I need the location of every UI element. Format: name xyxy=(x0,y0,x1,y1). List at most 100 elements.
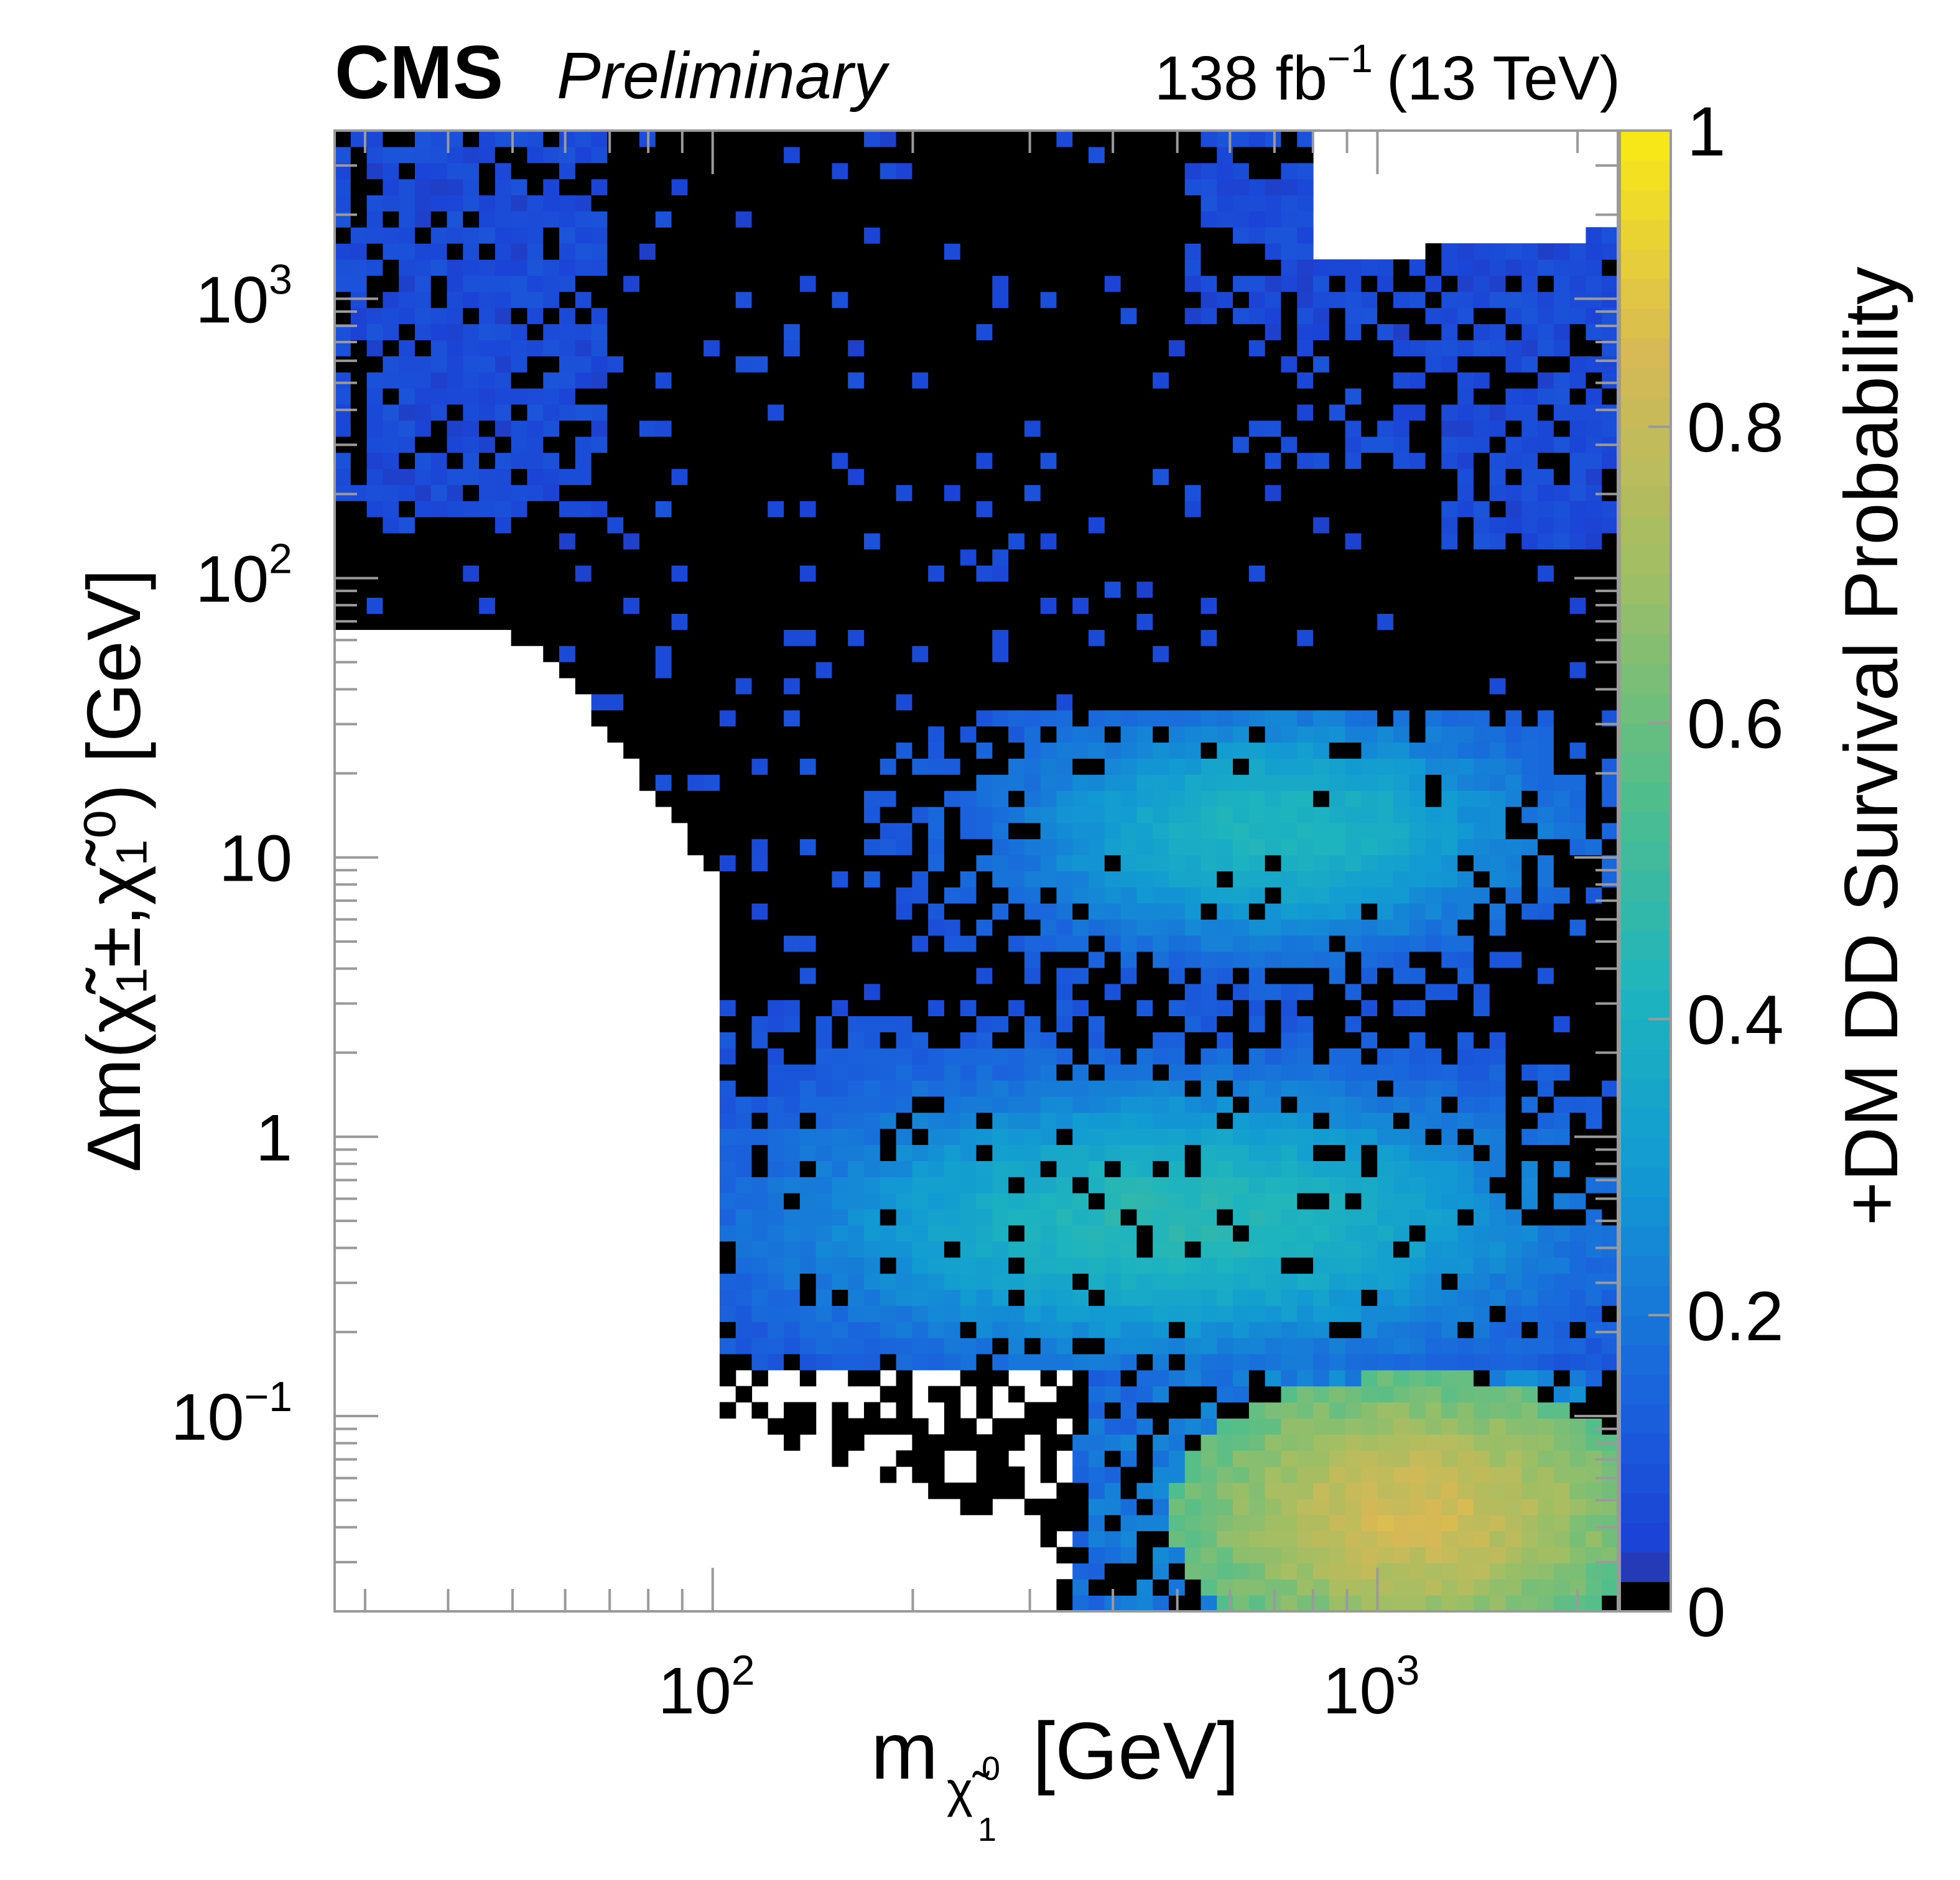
heatmap-cell xyxy=(383,597,399,614)
heatmap-cell xyxy=(1024,726,1041,743)
heatmap-cell xyxy=(1281,1595,1298,1612)
heatmap-cell xyxy=(1441,1096,1458,1113)
heatmap-cell xyxy=(1072,1160,1089,1177)
heatmap-cell xyxy=(1393,307,1410,325)
heatmap-cell xyxy=(1217,1032,1233,1049)
heatmap-cell xyxy=(366,259,383,276)
heatmap-cell xyxy=(1297,871,1314,887)
heatmap-cell xyxy=(1168,484,1186,501)
heatmap-cell xyxy=(1409,1338,1426,1354)
heatmap-cell xyxy=(655,356,672,373)
heatmap-cell xyxy=(1008,1418,1025,1435)
heatmap-cell xyxy=(1265,758,1282,775)
heatmap-cell xyxy=(1489,887,1507,904)
heatmap-cell xyxy=(1217,1160,1233,1177)
heatmap-cell xyxy=(751,533,768,550)
heatmap-cell xyxy=(1393,613,1410,630)
heatmap-cell xyxy=(976,710,993,727)
heatmap-cell xyxy=(1281,517,1298,534)
heatmap-cell xyxy=(1056,323,1073,341)
heatmap-cell xyxy=(976,822,993,840)
heatmap-cell xyxy=(1441,806,1458,823)
heatmap-cell xyxy=(1104,677,1122,695)
heatmap-cell xyxy=(1104,452,1122,470)
heatmap-cell xyxy=(799,420,817,437)
heatmap-cell xyxy=(527,581,544,598)
heatmap-cell xyxy=(1473,951,1490,968)
heatmap-cell xyxy=(768,662,784,678)
heatmap-cell xyxy=(719,951,736,968)
heatmap-cell xyxy=(1056,517,1073,534)
heatmap-cell xyxy=(832,854,848,872)
heatmap-cell xyxy=(687,372,704,389)
heatmap-cell xyxy=(1473,1338,1490,1354)
heatmap-cell xyxy=(1425,581,1442,598)
heatmap-cell xyxy=(992,1016,1009,1032)
heatmap-cell xyxy=(1184,227,1202,244)
heatmap-cell xyxy=(735,613,753,630)
heatmap-cell xyxy=(623,195,640,211)
heatmap-cell xyxy=(1361,1128,1378,1146)
heatmap-cell xyxy=(1056,211,1073,228)
heatmap-cell xyxy=(687,436,704,453)
heatmap-cell xyxy=(1024,404,1041,421)
heatmap-cell xyxy=(863,1208,881,1226)
heatmap-cell xyxy=(1425,259,1442,276)
heatmap-cell xyxy=(863,662,881,678)
heatmap-cell xyxy=(366,227,383,244)
heatmap-cell xyxy=(1441,484,1458,501)
heatmap-cell xyxy=(912,1241,929,1258)
heatmap-cell xyxy=(1441,871,1458,887)
heatmap-cell xyxy=(863,1016,881,1032)
heatmap-cell xyxy=(1089,710,1105,727)
heatmap-cell xyxy=(1168,1208,1186,1226)
heatmap-cell xyxy=(815,887,833,904)
heatmap-cell xyxy=(1329,1530,1346,1548)
heatmap-cell xyxy=(1120,1241,1137,1258)
heatmap-cell xyxy=(1104,1305,1122,1322)
heatmap-cell xyxy=(1313,420,1330,437)
heatmap-cell xyxy=(1089,1128,1105,1146)
heatmap-cell xyxy=(1473,806,1490,823)
heatmap-cell xyxy=(671,275,688,292)
heatmap-cell xyxy=(863,533,881,550)
heatmap-cell xyxy=(751,501,768,517)
heatmap-cell xyxy=(1136,822,1153,840)
heatmap-cell xyxy=(1056,436,1073,453)
heatmap-cell xyxy=(1265,484,1282,501)
heatmap-cell xyxy=(1441,549,1458,566)
heatmap-cell xyxy=(1248,1353,1266,1371)
heatmap-cell xyxy=(751,613,768,630)
heatmap-cell xyxy=(815,967,833,984)
heatmap-cell xyxy=(1056,1353,1073,1371)
heatmap-cell xyxy=(784,1080,801,1097)
heatmap-cell xyxy=(912,259,929,276)
heatmap-cell xyxy=(1248,919,1266,936)
heatmap-cell xyxy=(1441,1563,1458,1580)
heatmap-cell xyxy=(1265,1273,1282,1290)
heatmap-cell xyxy=(1377,1208,1394,1226)
heatmap-cell xyxy=(1377,275,1394,292)
heatmap-cell xyxy=(976,501,993,517)
heatmap-cell xyxy=(671,131,688,147)
heatmap-cell xyxy=(751,1080,768,1097)
heatmap-cell xyxy=(1265,822,1282,840)
heatmap-cell xyxy=(1345,1016,1362,1032)
heatmap-cell xyxy=(655,565,672,582)
heatmap-cell xyxy=(1217,742,1233,759)
heatmap-cell xyxy=(751,693,768,711)
heatmap-cell xyxy=(1153,1434,1169,1451)
heatmap-cell xyxy=(960,484,977,501)
heatmap-cell xyxy=(751,710,768,727)
heatmap-cell xyxy=(1361,613,1378,630)
heatmap-cell xyxy=(1008,662,1025,678)
heatmap-cell xyxy=(399,146,416,164)
heatmap-cell xyxy=(992,420,1009,437)
heatmap-cell xyxy=(1265,452,1282,470)
heatmap-cell xyxy=(1153,1450,1169,1467)
heatmap-cell xyxy=(1008,1257,1025,1274)
heatmap-cell xyxy=(1457,1595,1474,1612)
heatmap-cell xyxy=(1217,1080,1233,1097)
heatmap-cell xyxy=(1457,1434,1474,1451)
heatmap-cell xyxy=(335,501,351,517)
